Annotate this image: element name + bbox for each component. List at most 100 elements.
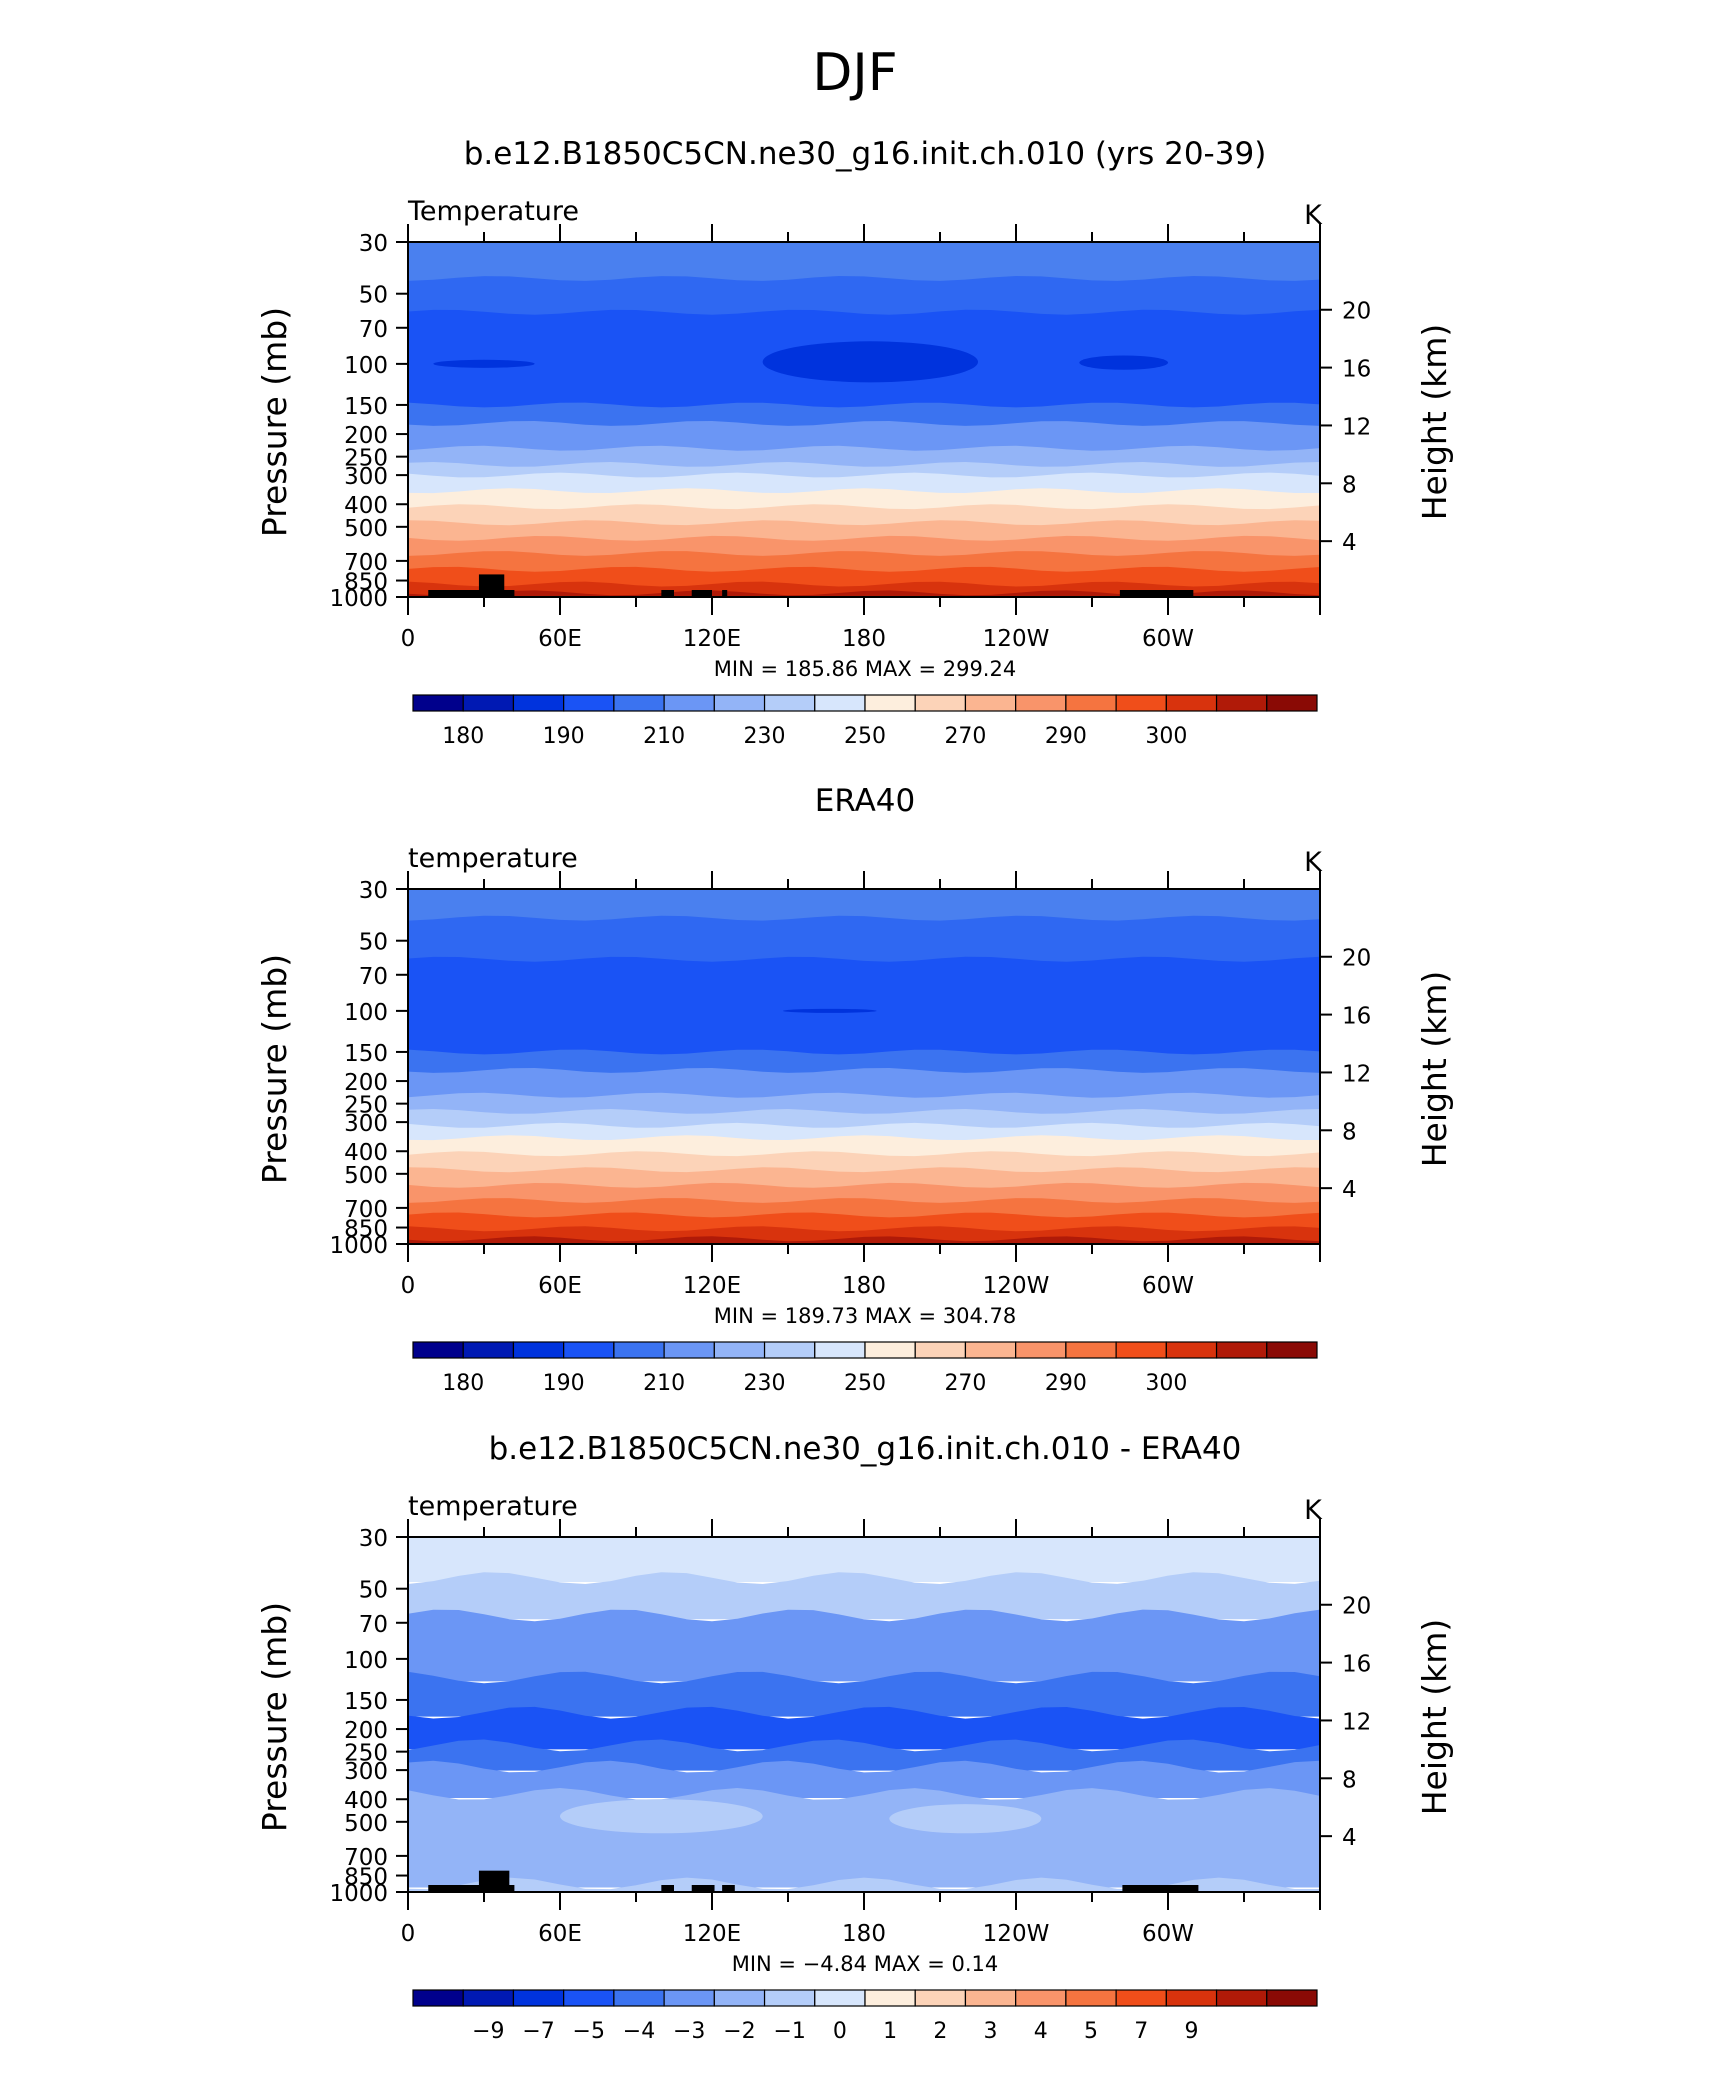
pressure-tick-label: 30 <box>359 878 388 904</box>
pressure-tick-label: 150 <box>344 1689 388 1715</box>
lon-tick-label: 60W <box>1142 1921 1194 1947</box>
topography-block <box>722 1885 735 1892</box>
colorbar-label: −3 <box>673 2019 705 2044</box>
pressure-tick-label: 400 <box>344 1788 388 1814</box>
contour-band <box>408 956 1320 1056</box>
colorbar-box <box>964 694 1017 712</box>
height-tick-label: 8 <box>1342 1119 1357 1145</box>
contour-feature <box>782 1008 877 1013</box>
contour-band <box>408 915 1320 964</box>
colorbar-box <box>462 1341 515 1359</box>
colorbar-box <box>864 1341 916 1359</box>
lon-tick-label: 60E <box>538 626 582 652</box>
colorbar-box <box>1115 1989 1167 2007</box>
pressure-tick-label: 400 <box>344 1140 388 1166</box>
colorbar-label: 180 <box>442 1371 484 1396</box>
colorbar-box <box>462 1989 515 2007</box>
colorbar-box <box>864 1989 916 2007</box>
pressure-tick-label: 1000 <box>329 1881 388 1907</box>
pressure-tick-label: 200 <box>344 423 388 449</box>
lon-tick-label: 120W <box>983 1273 1050 1299</box>
colorbar-box <box>713 694 766 712</box>
contour-band <box>408 242 1320 283</box>
colorbar-box <box>1215 1989 1268 2007</box>
colorbar-box <box>914 1989 967 2007</box>
colorbar-label: 9 <box>1184 2019 1198 2044</box>
colorbar-label: 3 <box>984 2019 998 2044</box>
colorbar-box <box>964 1341 1017 1359</box>
contour-band <box>408 1236 1320 1244</box>
contour-band <box>408 1151 1320 1174</box>
contour-band <box>408 276 1320 317</box>
lon-tick-label: 120W <box>983 626 1050 652</box>
lon-tick-label: 60E <box>538 1921 582 1947</box>
colorbar-box <box>814 1341 866 1359</box>
lon-tick-label: 0 <box>401 1273 416 1299</box>
variable-label: Temperature <box>407 196 579 227</box>
colorbar-box <box>1266 1341 1318 1359</box>
contour-band <box>408 472 1320 495</box>
colorbar-box <box>713 1341 766 1359</box>
colorbar-label: −2 <box>723 2019 755 2044</box>
lon-tick-label: 120W <box>983 1921 1050 1947</box>
units-label: K <box>1304 200 1323 231</box>
contour-band <box>408 1049 1320 1075</box>
colorbar-box <box>462 694 515 712</box>
lon-tick-label: 120E <box>683 626 741 652</box>
pressure-tick-label: 70 <box>359 964 388 990</box>
colorbar-label: 230 <box>744 1371 786 1396</box>
y2-axis-label: Height (km) <box>1415 1619 1454 1816</box>
topography-block <box>722 590 728 597</box>
colorbar-label: 230 <box>744 724 786 749</box>
pressure-tick-label: 200 <box>344 1718 388 1744</box>
pressure-tick-label: 850 <box>344 1217 388 1243</box>
pressure-tick-label: 250 <box>344 446 388 472</box>
colorbar-label: 1 <box>883 2019 897 2044</box>
figure-title: DJF <box>812 43 897 103</box>
colorbar-label: 4 <box>1034 2019 1048 2044</box>
colorbar-box <box>1015 1989 1067 2007</box>
contour-band <box>408 421 1320 453</box>
contour-band <box>408 590 1320 597</box>
topography-block <box>691 1885 715 1892</box>
lon-tick-label: 120E <box>683 1273 741 1299</box>
colorbar-label: 7 <box>1134 2019 1148 2044</box>
colorbar-box <box>814 1989 866 2007</box>
contour-feature <box>560 1799 763 1834</box>
contour-band <box>408 1572 1320 1620</box>
pressure-tick-label: 250 <box>344 1093 388 1119</box>
topography-block <box>691 590 712 597</box>
colorbar-box <box>512 694 565 712</box>
colorbar-label: 290 <box>1045 724 1087 749</box>
contour-band <box>408 504 1320 527</box>
panel-title: b.e12.B1850C5CN.ne30_g16.init.ch.010 - E… <box>489 1431 1242 1467</box>
pressure-tick-label: 300 <box>344 464 388 490</box>
contour-band <box>408 1739 1320 1771</box>
height-tick-label: 20 <box>1342 299 1371 325</box>
colorbar-label: 250 <box>844 1371 886 1396</box>
colorbar-label: 2 <box>933 2019 947 2044</box>
colorbar-box <box>1015 694 1067 712</box>
contour-band <box>408 1877 1320 1892</box>
contour-band <box>408 1182 1320 1205</box>
colorbar-label: 270 <box>944 724 986 749</box>
contour-band <box>408 1537 1320 1583</box>
colorbar-box <box>1065 1341 1117 1359</box>
panels-group: b.e12.B1850C5CN.ne30_g16.init.ch.010 (yr… <box>255 136 1454 2044</box>
contour-band <box>408 402 1320 428</box>
colorbar-box <box>1065 1989 1117 2007</box>
lon-tick-label: 0 <box>401 1921 416 1947</box>
plot-area <box>408 242 1320 597</box>
colorbar-box <box>412 694 464 712</box>
pressure-tick-label: 250 <box>344 1741 388 1767</box>
lon-tick-label: 180 <box>842 1921 886 1947</box>
colorbar-box <box>1115 694 1167 712</box>
pressure-tick-label: 100 <box>344 1000 388 1026</box>
pressure-tick-label: 500 <box>344 516 388 542</box>
colorbar-label: −9 <box>472 2019 504 2044</box>
pressure-tick-label: 1000 <box>329 1233 388 1259</box>
height-tick-label: 16 <box>1342 357 1371 383</box>
colorbar-box <box>412 1989 464 2007</box>
min-max-stats: MIN = 189.73 MAX = 304.78 <box>714 1304 1016 1328</box>
colorbar-label: −1 <box>773 2019 805 2044</box>
